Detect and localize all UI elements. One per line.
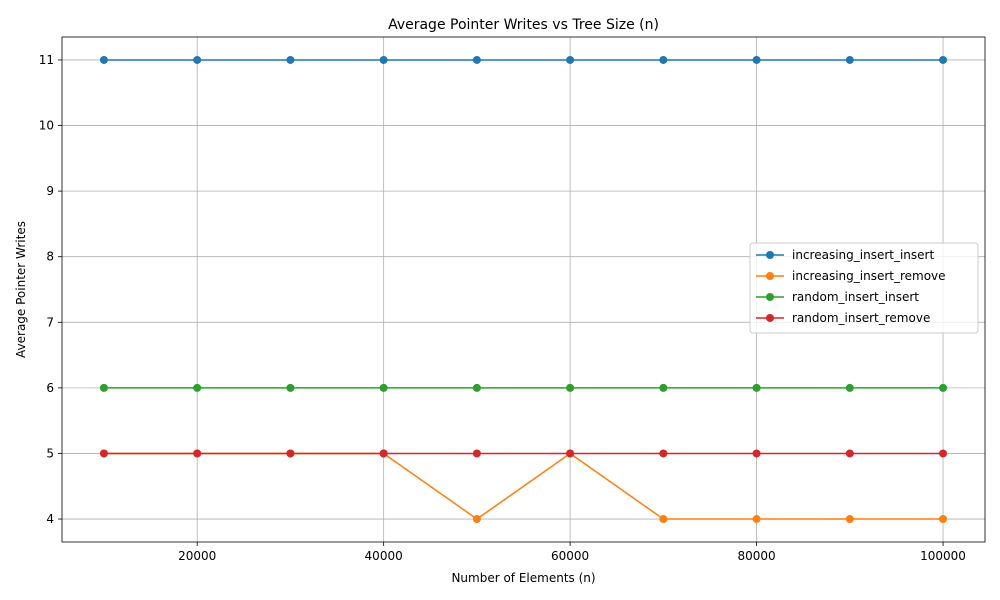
legend-marker — [766, 314, 774, 322]
data-point — [99, 383, 108, 392]
legend-item: random_insert_remove — [756, 311, 930, 325]
data-point — [845, 515, 854, 524]
data-point — [286, 449, 295, 458]
data-point — [659, 383, 668, 392]
data-point — [939, 383, 948, 392]
y-tick-label: 10 — [39, 119, 54, 133]
data-point — [193, 55, 202, 64]
legend: increasing_insert_insert increasing_inser… — [749, 242, 979, 334]
data-point — [939, 449, 948, 458]
y-tick-label: 9 — [46, 184, 54, 198]
legend-label: random_insert_insert — [792, 290, 919, 304]
legend-item: increasing_insert_insert — [756, 248, 934, 262]
data-point — [752, 515, 761, 524]
plot-frame — [61, 36, 986, 543]
legend-marker — [766, 272, 774, 280]
x-axis-title: Number of Elements (n) — [451, 571, 595, 585]
chart-title: Average Pointer Writes vs Tree Size (n) — [388, 17, 659, 33]
data-point — [566, 383, 575, 392]
data-point — [566, 449, 575, 458]
data-point — [566, 55, 575, 64]
legend-box — [749, 242, 979, 334]
x-tick-label: 80000 — [737, 549, 775, 563]
data-point — [379, 383, 388, 392]
legend-label: random_insert_remove — [792, 311, 930, 325]
series-random_insert_remove — [99, 449, 948, 458]
data-point — [379, 55, 388, 64]
x-tick-label: 60000 — [551, 549, 589, 563]
data-point — [939, 55, 948, 64]
y-tick-label: 6 — [46, 381, 54, 395]
data-point — [286, 383, 295, 392]
data-point — [286, 55, 295, 64]
data-point — [845, 55, 854, 64]
x-tick-label: 20000 — [178, 549, 216, 563]
data-point — [99, 55, 108, 64]
data-point — [845, 383, 854, 392]
data-point — [472, 55, 481, 64]
data-point — [193, 383, 202, 392]
series-layer — [99, 55, 948, 524]
x-tick-label: 100000 — [920, 549, 966, 563]
data-point — [193, 449, 202, 458]
legend-label: increasing_insert_remove — [792, 269, 946, 283]
axis-ticks: 20000 40000 60000 80000 100000 4 5 6 7 8 9 10 11 — [39, 53, 966, 563]
data-point — [752, 383, 761, 392]
data-point — [472, 383, 481, 392]
data-point — [659, 449, 668, 458]
x-tick-label: 40000 — [365, 549, 403, 563]
y-tick-label: 11 — [39, 53, 54, 67]
series-increasing_insert_insert — [99, 55, 948, 64]
data-point — [472, 515, 481, 524]
legend-label: increasing_insert_insert — [792, 248, 934, 262]
data-point — [659, 515, 668, 524]
legend-item: random_insert_insert — [756, 290, 919, 304]
data-point — [752, 449, 761, 458]
y-axis-title: Average Pointer Writes — [14, 221, 28, 358]
legend-marker — [766, 251, 774, 259]
data-point — [472, 449, 481, 458]
data-point — [752, 55, 761, 64]
legend-marker — [766, 293, 774, 301]
legend-item: increasing_insert_remove — [756, 269, 946, 283]
series-random_insert_insert — [99, 383, 948, 392]
y-tick-label: 4 — [46, 512, 54, 526]
data-point — [845, 449, 854, 458]
data-point — [659, 55, 668, 64]
y-tick-label: 8 — [46, 250, 54, 264]
data-point — [939, 515, 948, 524]
data-point — [379, 449, 388, 458]
data-point — [99, 449, 108, 458]
y-tick-label: 5 — [46, 446, 54, 460]
y-tick-label: 7 — [46, 315, 54, 329]
